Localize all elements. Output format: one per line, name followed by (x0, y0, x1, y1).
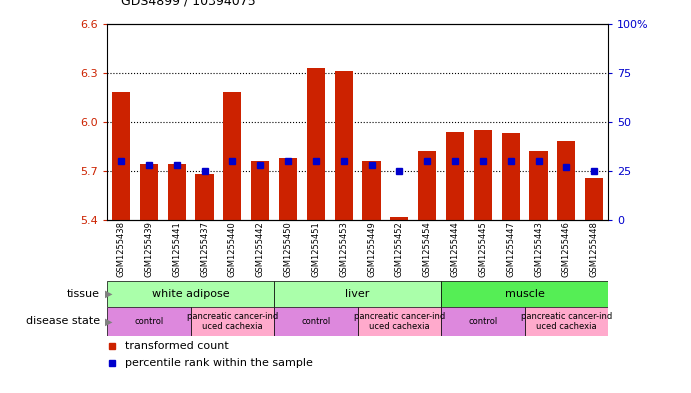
Text: ▶: ▶ (105, 316, 113, 326)
Text: transformed count: transformed count (124, 342, 229, 351)
Text: ▶: ▶ (105, 289, 113, 299)
Text: disease state: disease state (26, 316, 100, 326)
Text: muscle: muscle (504, 289, 545, 299)
Bar (223, 92, 241, 220)
Bar (441, 281, 608, 307)
Bar (441, 307, 524, 336)
Bar (274, 281, 441, 307)
Bar (446, 132, 464, 220)
Bar (274, 307, 358, 336)
Bar (112, 92, 130, 220)
Bar (524, 307, 608, 336)
Bar (140, 164, 158, 220)
Bar (191, 307, 274, 336)
Text: control: control (468, 317, 498, 326)
Text: control: control (301, 317, 330, 326)
Text: pancreatic cancer-ind
uced cachexia: pancreatic cancer-ind uced cachexia (521, 312, 612, 331)
Text: percentile rank within the sample: percentile rank within the sample (124, 358, 312, 368)
Bar (107, 307, 191, 336)
Bar (390, 217, 408, 220)
Bar (307, 68, 325, 220)
Text: tissue: tissue (67, 289, 100, 299)
Bar (474, 130, 492, 220)
Bar (585, 178, 603, 220)
Text: GDS4899 / 10394075: GDS4899 / 10394075 (121, 0, 256, 8)
Bar (107, 281, 274, 307)
Bar (279, 158, 297, 220)
Text: pancreatic cancer-ind
uced cachexia: pancreatic cancer-ind uced cachexia (187, 312, 278, 331)
Bar (557, 141, 576, 220)
Text: white adipose: white adipose (152, 289, 229, 299)
Bar (529, 151, 547, 220)
Text: pancreatic cancer-ind
uced cachexia: pancreatic cancer-ind uced cachexia (354, 312, 445, 331)
Text: liver: liver (346, 289, 370, 299)
Bar (334, 71, 352, 220)
Text: control: control (134, 317, 164, 326)
Bar (418, 151, 436, 220)
Bar (502, 133, 520, 220)
Bar (196, 174, 214, 220)
Bar (358, 307, 441, 336)
Bar (363, 161, 381, 220)
Bar (168, 164, 186, 220)
Bar (251, 161, 269, 220)
